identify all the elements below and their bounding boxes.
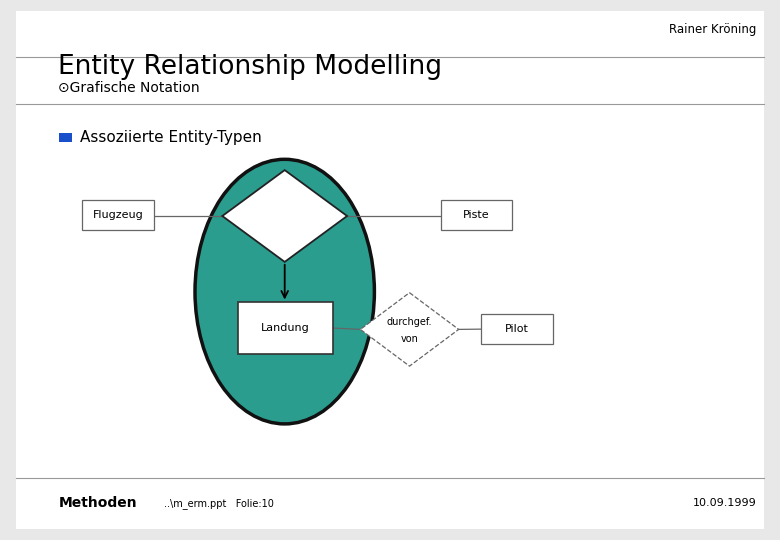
Ellipse shape (195, 159, 374, 424)
Text: Entity Relationship Modelling: Entity Relationship Modelling (58, 55, 442, 80)
Text: Pilot: Pilot (505, 324, 529, 334)
Text: ..\m_erm.ppt   Folie:10: ..\m_erm.ppt Folie:10 (164, 498, 274, 509)
Text: ⊙Grafische Notation: ⊙Grafische Notation (58, 80, 200, 94)
Text: Landung: Landung (261, 323, 310, 333)
Polygon shape (222, 170, 347, 262)
Text: Flugzeug: Flugzeug (92, 210, 144, 220)
Bar (441, 200, 512, 230)
Bar (481, 314, 553, 344)
Text: Methoden: Methoden (58, 496, 137, 510)
Text: von: von (401, 334, 418, 344)
Text: Piste: Piste (463, 210, 490, 220)
Bar (238, 302, 333, 354)
Bar (82, 200, 154, 230)
Polygon shape (360, 293, 459, 366)
Bar (58, 133, 72, 142)
Text: Rainer Kröning: Rainer Kröning (669, 23, 757, 36)
Text: durchgef.: durchgef. (387, 318, 432, 327)
FancyBboxPatch shape (16, 11, 764, 529)
Text: Assoziierte Entity-Typen: Assoziierte Entity-Typen (80, 130, 262, 145)
Text: 10.09.1999: 10.09.1999 (693, 498, 757, 508)
